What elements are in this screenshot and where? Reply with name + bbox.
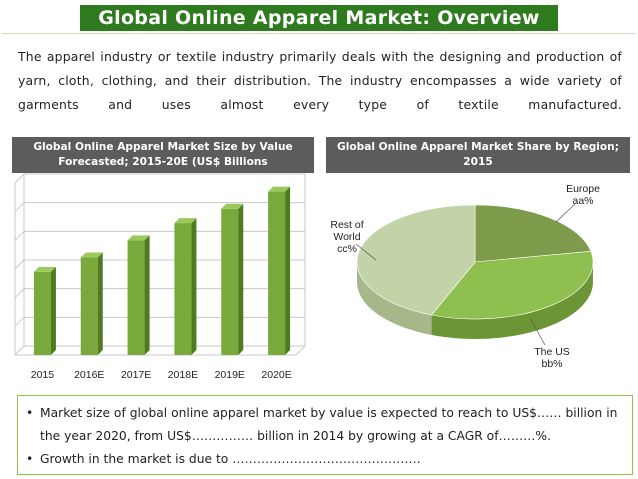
- intro-paragraph: The apparel industry or textile industry…: [18, 49, 622, 112]
- x-tick-label: 2019E: [215, 369, 245, 381]
- x-tick-label: 2020E: [261, 369, 291, 381]
- page-title: Global Online Apparel Market: Overview: [80, 5, 558, 31]
- pie-side-2: [357, 263, 432, 335]
- x-tick-label: 2018E: [168, 369, 198, 381]
- pie-label-row-name: Rest of World: [330, 219, 364, 243]
- pie-label-rest-of-world: Rest of World cc%: [326, 219, 368, 255]
- pie-label-europe: Europe aa%: [560, 183, 606, 207]
- bar-2019E: [221, 203, 244, 355]
- pie-side-1: [431, 263, 593, 339]
- title-bar: Global Online Apparel Market: Overview: [2, 3, 636, 34]
- bullet-market-size: Market size of global online apparel mar…: [26, 402, 624, 448]
- pie-slice-europe: [474, 204, 592, 263]
- pie-slice-rest-of-world: [356, 204, 476, 316]
- pie-chart-title: Global Online Apparel Market Share by Re…: [326, 137, 630, 173]
- bar-2017E: [127, 235, 150, 355]
- bar-2020E: [268, 186, 291, 355]
- pie-label-row-value: cc%: [337, 243, 357, 255]
- bar-chart-title: Global Online Apparel Market Size by Val…: [12, 137, 314, 173]
- bar-2016E: [80, 252, 103, 355]
- pie-leader-line: [355, 243, 377, 261]
- bar-2018E: [174, 218, 197, 355]
- x-tick-label: 2016E: [74, 369, 104, 381]
- pie-leader-line: [555, 202, 577, 223]
- x-tick-label: 2015: [31, 369, 55, 381]
- pie-label-europe-value: aa%: [572, 195, 594, 207]
- pie-label-europe-name: Europe: [566, 183, 600, 195]
- summary-box: Market size of global online apparel mar…: [17, 395, 633, 475]
- bar-2015: [33, 266, 56, 355]
- x-tick-label: 2017E: [121, 369, 151, 381]
- pie-leader-line: [529, 317, 546, 346]
- pie-label-us-name: The US: [534, 346, 570, 358]
- bullet-growth: Growth in the market is due to …………………………: [26, 448, 624, 471]
- pie-slice-us: [431, 250, 594, 320]
- pie-label-us: The US bb%: [526, 346, 578, 370]
- bar-chart-grid: [14, 173, 306, 356]
- pie-label-us-value: bb%: [541, 358, 563, 370]
